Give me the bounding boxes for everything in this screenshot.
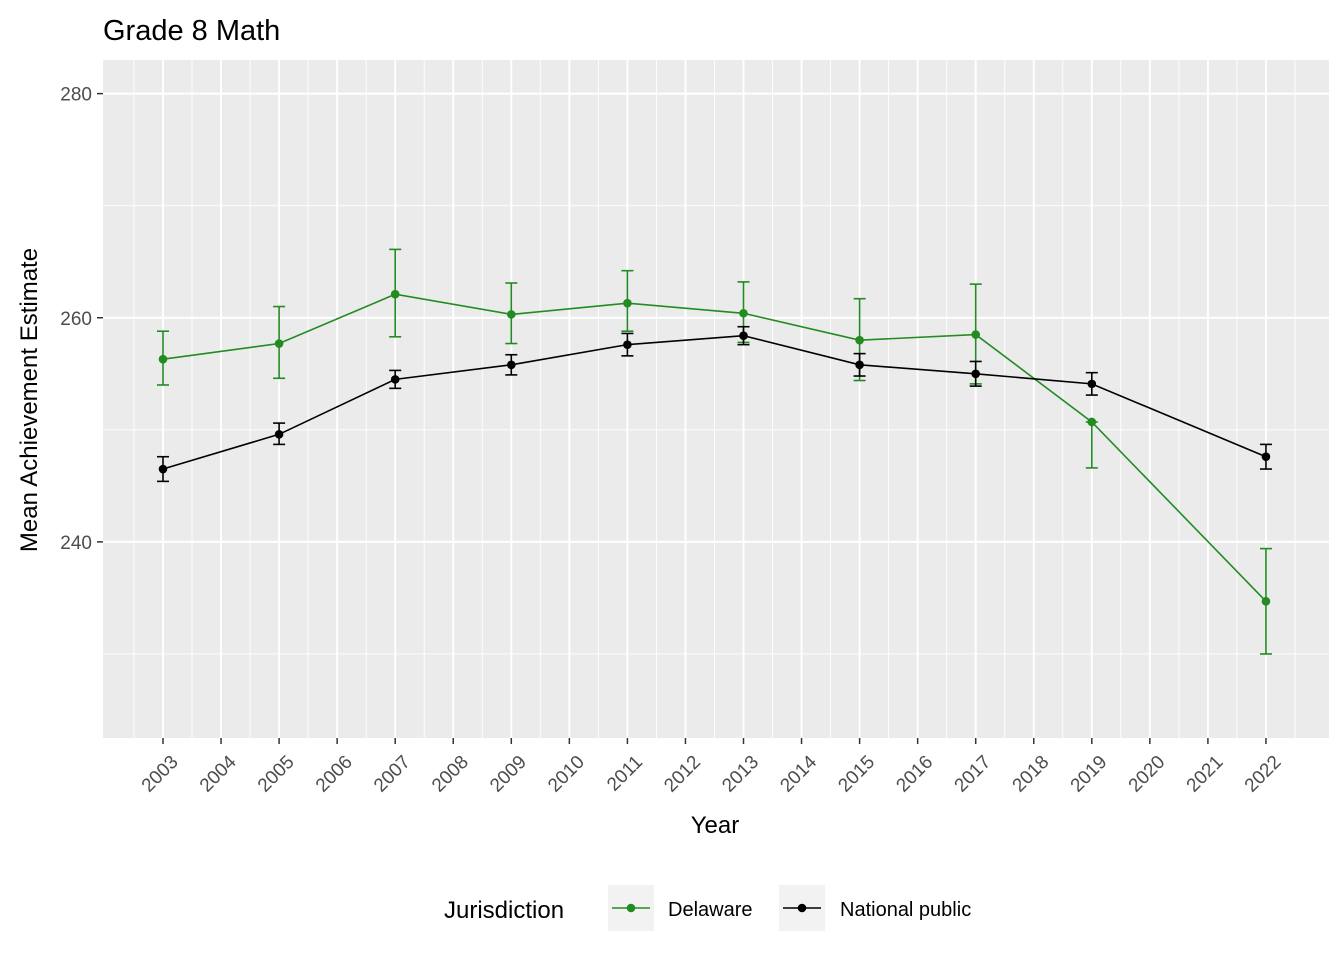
x-tick-label: 2007 (370, 752, 415, 797)
x-axis-title: Year (691, 812, 740, 839)
legend-label: National public (840, 899, 971, 921)
x-tick-label: 2021 (1183, 752, 1228, 797)
x-tick-label: 2010 (544, 752, 589, 797)
x-tick-label: 2009 (486, 752, 531, 797)
x-tick-label: 2022 (1241, 752, 1286, 797)
x-tick-label: 2003 (138, 752, 183, 797)
y-tick-label: 280 (60, 85, 92, 106)
grid (103, 60, 1329, 738)
x-tick-label: 2016 (892, 752, 937, 797)
data-point (274, 339, 284, 348)
data-point (158, 464, 168, 474)
x-tick-label: 2018 (1009, 752, 1054, 797)
data-point (739, 308, 748, 318)
y-tick-label: 260 (60, 309, 92, 330)
x-tick-label: 2017 (951, 752, 996, 797)
x-tick-label: 2011 (603, 752, 647, 796)
data-point (623, 298, 632, 308)
x-tick-label: 2005 (254, 752, 299, 797)
data-point (1261, 452, 1271, 462)
series-layer (157, 248, 1272, 655)
y-tick-label: 240 (60, 533, 92, 554)
series-line (162, 334, 1267, 470)
plot-panel (103, 60, 1329, 738)
legend-label: Delaware (668, 899, 752, 921)
legend-title: Jurisdiction (444, 897, 564, 924)
data-point (390, 375, 400, 384)
data-point (390, 289, 400, 299)
x-tick-label: 2019 (1067, 752, 1112, 797)
x-tick-label: 2013 (718, 752, 763, 797)
legend: Jurisdiction Delaware National public (444, 885, 971, 931)
x-tick-label: 2012 (660, 752, 705, 797)
data-point (971, 330, 980, 339)
y-axis-title: Mean Achievement Estimate (16, 248, 43, 552)
x-tick-label: 2008 (428, 752, 473, 797)
data-point (158, 354, 168, 364)
data-point (739, 331, 748, 340)
data-point (855, 335, 864, 345)
chart-title: Grade 8 Math (103, 15, 280, 47)
data-point (1087, 417, 1097, 427)
data-point (971, 369, 980, 379)
data-point (274, 430, 284, 439)
x-tick-label: 2006 (312, 752, 357, 797)
data-point (623, 340, 632, 349)
data-point (855, 360, 864, 370)
legend-key-point (626, 903, 636, 913)
data-point (1087, 379, 1097, 389)
data-point (507, 310, 516, 319)
legend-key-point (797, 903, 807, 913)
data-point (1261, 596, 1271, 606)
x-tick-label: 2020 (1125, 752, 1170, 797)
x-tick-label: 2014 (776, 751, 821, 796)
x-tick-label: 2004 (196, 751, 241, 796)
data-point (507, 360, 516, 370)
x-tick-label: 2015 (834, 752, 879, 797)
